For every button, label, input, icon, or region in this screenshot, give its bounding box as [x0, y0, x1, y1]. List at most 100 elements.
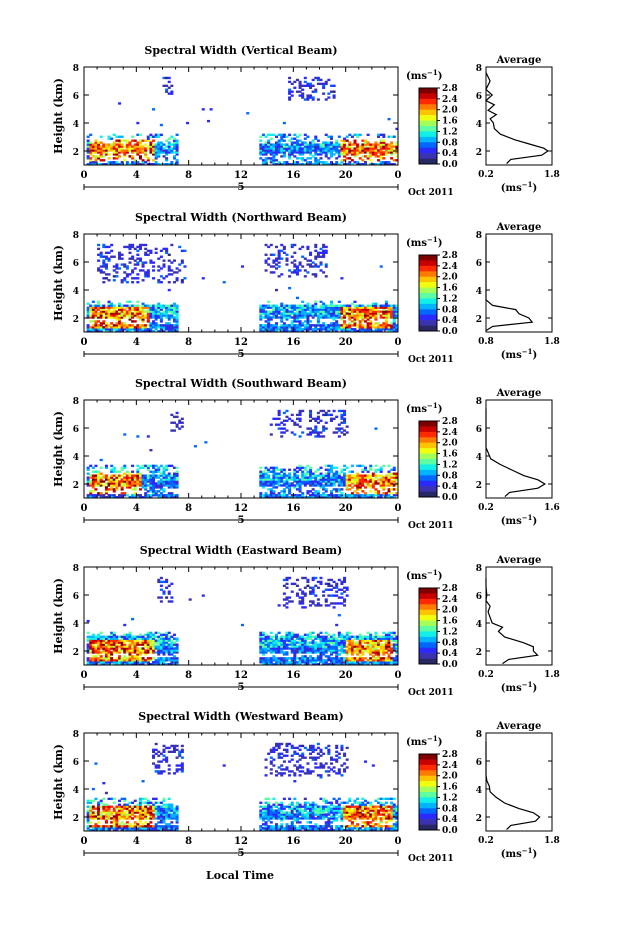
heatmap-cell: [91, 484, 95, 487]
heatmap-cell: [395, 488, 399, 491]
heatmap-cell: [309, 490, 313, 493]
heatmap-cell: [314, 324, 318, 327]
heatmap-cell: [340, 277, 344, 280]
heatmap-cell: [146, 137, 150, 140]
heatmap-cell: [107, 639, 111, 642]
heatmap-cell: [136, 306, 140, 309]
heatmap-cell: [306, 259, 310, 262]
heatmap-cell: [110, 657, 114, 660]
heatmap-cell: [366, 659, 370, 662]
heatmap-cell: [94, 659, 98, 662]
heatmap-cell: [172, 647, 176, 650]
heatmap-cell: [301, 255, 305, 258]
heatmap-cell: [165, 476, 169, 479]
heatmap-cell: [280, 308, 284, 311]
heatmap-cell: [89, 147, 93, 150]
heatmap-cell: [138, 259, 142, 262]
heatmap-cell: [303, 641, 307, 644]
heatmap-cell: [384, 328, 388, 331]
heatmap-cell: [261, 312, 265, 315]
heatmap-cell: [165, 645, 169, 648]
heatmap-cell: [165, 641, 169, 644]
heatmap-cell: [172, 316, 176, 319]
heatmap-cell: [348, 639, 352, 642]
heatmap-cell: [356, 472, 360, 475]
heatmap-cell: [138, 496, 142, 499]
heatmap-cell: [377, 643, 381, 646]
heatmap-cell: [172, 476, 176, 479]
heatmap-cell: [314, 429, 318, 432]
heatmap-cell: [128, 482, 132, 485]
heatmap-cell: [332, 328, 336, 331]
colorbar-segment: [419, 255, 437, 261]
heatmap-cell: [118, 649, 122, 652]
heatmap-cell: [316, 251, 320, 254]
heatmap-cell: [319, 157, 323, 160]
heatmap-cell: [298, 330, 302, 333]
heatmap-cell: [337, 429, 341, 432]
heatmap-cell: [319, 435, 323, 438]
heatmap-cell: [175, 470, 179, 473]
heatmap-cell: [311, 155, 315, 158]
heatmap-cell: [343, 306, 347, 309]
heatmap-cell: [170, 641, 174, 644]
heatmap-cell: [324, 649, 328, 652]
heatmap-cell: [141, 659, 145, 662]
heatmap-cell: [272, 143, 276, 146]
heatmap-cell: [165, 659, 169, 662]
heatmap-cell: [259, 643, 263, 646]
heatmap-cell: [264, 651, 268, 654]
heatmap-cell: [303, 310, 307, 313]
heatmap-cell: [324, 427, 328, 430]
heatmap-cell: [345, 147, 349, 150]
heatmap-cell: [324, 163, 328, 166]
heatmap-cell: [374, 635, 378, 638]
heatmap-cell: [293, 259, 297, 262]
heatmap-cell: [337, 661, 341, 664]
heatmap-cell: [340, 657, 344, 660]
heatmap-cell: [298, 324, 302, 327]
heatmap-cell: [314, 263, 318, 266]
heatmap-cell: [162, 657, 166, 660]
heatmap-cell: [319, 647, 323, 650]
heatmap-cell: [112, 255, 116, 258]
heatmap-cell: [272, 304, 276, 307]
heatmap-cell: [301, 655, 305, 658]
heatmap-cell: [261, 651, 265, 654]
heatmap-cell: [322, 429, 326, 432]
heatmap-cell: [348, 470, 352, 473]
heatmap-cell: [384, 153, 388, 156]
heatmap-cell: [154, 486, 158, 489]
heatmap-cell: [322, 647, 326, 650]
heatmap-cell: [379, 496, 383, 499]
heatmap-cell: [162, 661, 166, 664]
heatmap-cell: [295, 314, 299, 317]
heatmap-cell: [128, 637, 132, 640]
heatmap-cell: [329, 322, 333, 325]
heatmap-cell: [131, 135, 135, 138]
heatmap-cell: [167, 318, 171, 321]
heatmap-cell: [358, 488, 362, 491]
heatmap-cell: [269, 661, 273, 664]
heatmap-cell: [115, 663, 119, 666]
heatmap-cell: [97, 147, 101, 150]
heatmap-cell: [261, 153, 265, 156]
heatmap-cell: [293, 137, 297, 140]
heatmap-cell: [267, 480, 271, 483]
heatmap-cell: [340, 639, 344, 642]
heatmap-cell: [89, 663, 93, 666]
heatmap-cell: [358, 496, 362, 499]
heatmap-cell: [314, 663, 318, 666]
heatmap-cell: [99, 647, 103, 650]
heatmap-cell: [303, 649, 307, 652]
heatmap-cell: [144, 637, 148, 640]
heatmap-cell: [272, 645, 276, 648]
heatmap-cell: [285, 145, 289, 148]
heatmap-cell: [387, 480, 391, 483]
heatmap-cell: [332, 96, 336, 99]
heatmap-cell: [144, 316, 148, 319]
heatmap-cell: [348, 647, 352, 650]
heatmap-cell: [327, 578, 331, 582]
heatmap-cell: [340, 139, 344, 142]
heatmap-cell: [324, 488, 328, 491]
